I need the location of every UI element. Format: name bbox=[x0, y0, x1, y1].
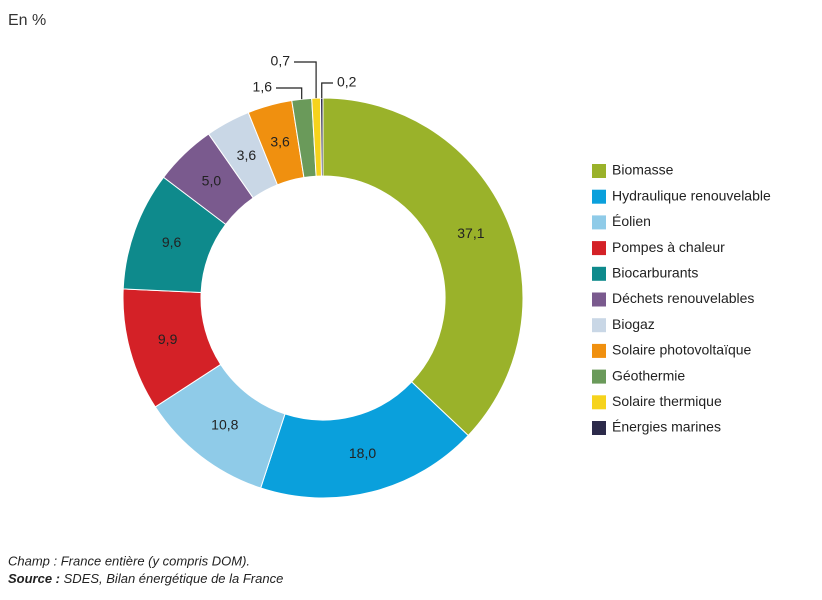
data-label: 0,7 bbox=[271, 53, 291, 69]
legend-swatch bbox=[592, 292, 606, 307]
legend-label: Déchets renouvelables bbox=[612, 290, 754, 306]
data-label: 1,6 bbox=[253, 79, 273, 95]
donut-segment bbox=[319, 97, 324, 177]
leader-line bbox=[276, 87, 303, 100]
legend-label: Solaire photovoltaïque bbox=[612, 342, 752, 358]
legend-label: Pompes à chaleur bbox=[612, 239, 725, 255]
data-label: 9,9 bbox=[158, 331, 178, 347]
legend-label: Hydraulique renouvelable bbox=[612, 187, 771, 203]
leader-line bbox=[321, 82, 333, 99]
legend-swatch bbox=[592, 241, 606, 256]
data-label: 0,2 bbox=[337, 74, 357, 90]
data-label: 3,6 bbox=[237, 147, 257, 163]
legend-swatch bbox=[592, 266, 606, 281]
data-label: 10,8 bbox=[211, 416, 238, 432]
data-label: 5,0 bbox=[202, 173, 222, 189]
legend-label: Éolien bbox=[612, 213, 651, 229]
unit-label: En % bbox=[8, 12, 46, 29]
legend-swatch bbox=[592, 164, 606, 178]
legend-label: Biomasse bbox=[612, 162, 674, 178]
legend-label: Biogaz bbox=[612, 316, 655, 332]
source-text: SDES, Bilan énergétique de la France bbox=[64, 571, 284, 586]
legend-label: Géothermie bbox=[612, 367, 685, 383]
leader-line bbox=[294, 61, 317, 99]
legend-swatch bbox=[592, 215, 606, 230]
donut-segment bbox=[260, 381, 469, 499]
source: Source : SDES, Bilan énergétique de la F… bbox=[8, 571, 283, 586]
data-label: 37,1 bbox=[457, 225, 484, 241]
source-label: Source : bbox=[8, 571, 60, 586]
legend-swatch bbox=[592, 189, 606, 204]
data-label: 9,6 bbox=[162, 234, 182, 250]
data-label: 3,6 bbox=[270, 134, 290, 150]
legend-swatch bbox=[592, 369, 606, 384]
legend-swatch bbox=[592, 343, 606, 358]
donut-segment bbox=[322, 97, 524, 437]
legend-swatch bbox=[592, 395, 606, 410]
legend-label: Solaire thermique bbox=[612, 393, 722, 409]
data-label: 18,0 bbox=[349, 445, 376, 461]
legend-swatch bbox=[592, 318, 606, 333]
legend-label: Biocarburants bbox=[612, 265, 698, 281]
note: Champ : France entière (y compris DOM). bbox=[8, 553, 250, 568]
legend-label: Énergies marines bbox=[612, 419, 721, 435]
legend-swatch bbox=[592, 421, 606, 435]
